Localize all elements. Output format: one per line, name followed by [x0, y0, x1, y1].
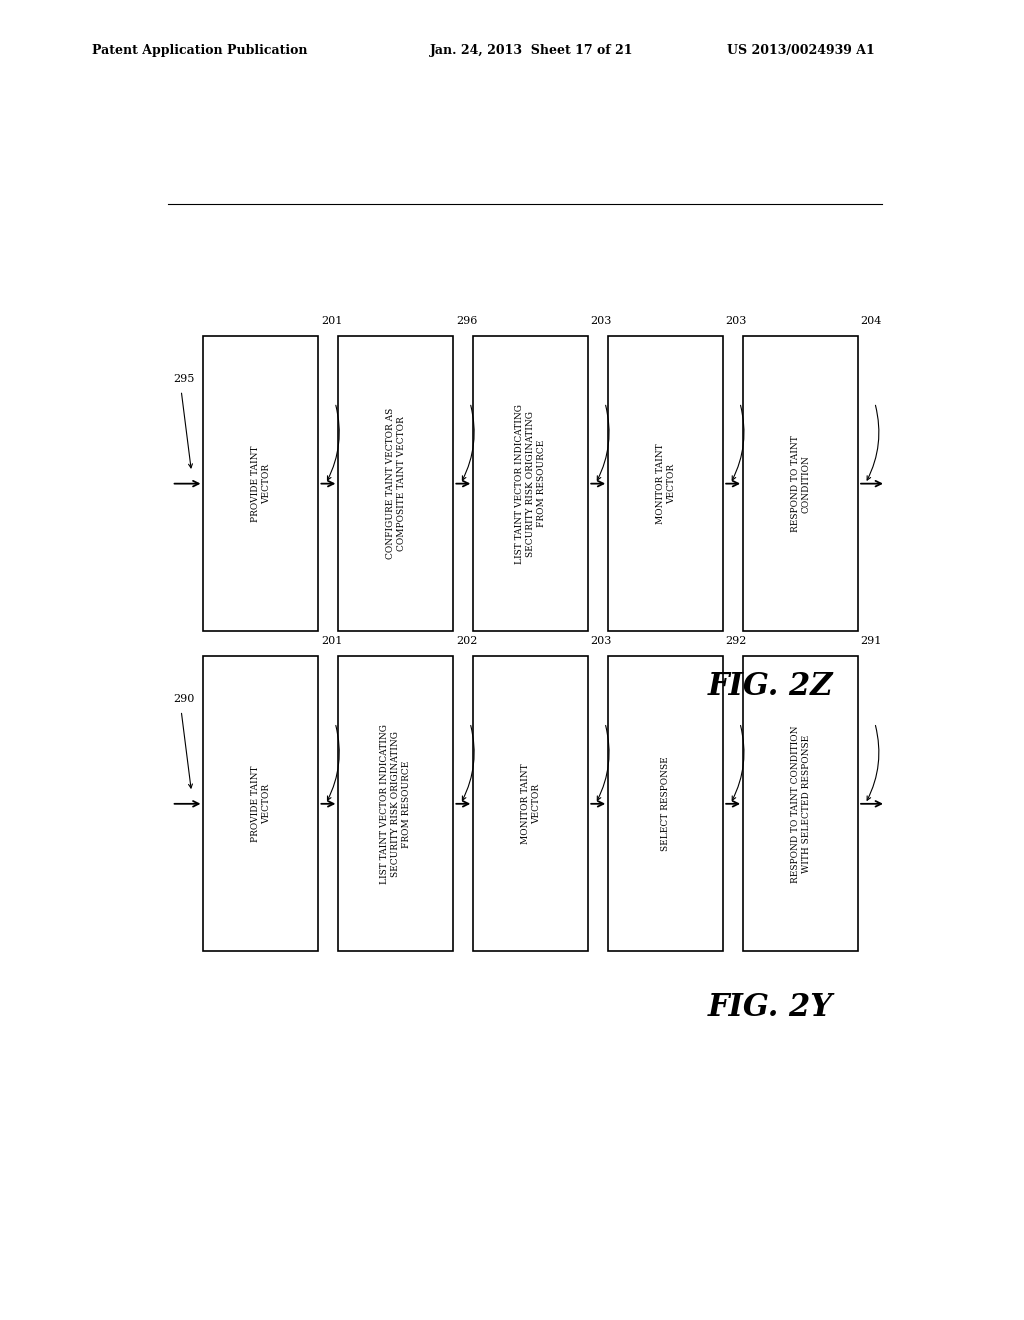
Text: 202: 202: [456, 636, 477, 647]
Text: 291: 291: [860, 636, 882, 647]
Text: 295: 295: [173, 375, 195, 384]
Text: 292: 292: [726, 636, 746, 647]
Bar: [608, 656, 723, 952]
Bar: [743, 656, 858, 952]
Bar: [473, 337, 588, 631]
Text: 204: 204: [860, 315, 882, 326]
Text: FIG. 2Z: FIG. 2Z: [708, 672, 833, 702]
Text: US 2013/0024939 A1: US 2013/0024939 A1: [727, 44, 874, 57]
Text: FIG. 2Y: FIG. 2Y: [708, 991, 833, 1023]
Text: RESPOND TO TAINT
CONDITION: RESPOND TO TAINT CONDITION: [791, 436, 811, 532]
Text: SELECT RESPONSE: SELECT RESPONSE: [662, 756, 670, 851]
Text: MONITOR TAINT
VECTOR: MONITOR TAINT VECTOR: [520, 763, 541, 843]
Text: Patent Application Publication: Patent Application Publication: [92, 44, 307, 57]
Bar: [204, 656, 318, 952]
Text: CONFIGURE TAINT VECTOR AS
COMPOSITE TAINT VECTOR: CONFIGURE TAINT VECTOR AS COMPOSITE TAIN…: [386, 408, 406, 560]
Text: 290: 290: [173, 694, 195, 705]
Text: 203: 203: [726, 315, 746, 326]
Text: LIST TAINT VECTOR INDICATING
SECURITY RISK ORIGINATING
FROM RESOURCE: LIST TAINT VECTOR INDICATING SECURITY RI…: [380, 723, 412, 884]
Bar: [608, 337, 723, 631]
Text: PROVIDE TAINT
VECTOR: PROVIDE TAINT VECTOR: [251, 445, 271, 521]
Bar: [338, 656, 454, 952]
Text: 203: 203: [591, 636, 612, 647]
Text: PROVIDE TAINT
VECTOR: PROVIDE TAINT VECTOR: [251, 766, 271, 842]
Bar: [473, 656, 588, 952]
Text: MONITOR TAINT
VECTOR: MONITOR TAINT VECTOR: [655, 444, 676, 524]
Text: 201: 201: [321, 636, 342, 647]
Bar: [743, 337, 858, 631]
Bar: [338, 337, 454, 631]
Text: 201: 201: [321, 315, 342, 326]
Text: LIST TAINT VECTOR INDICATING
SECURITY RISK ORIGINATING
FROM RESOURCE: LIST TAINT VECTOR INDICATING SECURITY RI…: [515, 404, 547, 564]
Text: 296: 296: [456, 315, 477, 326]
Text: RESPOND TO TAINT CONDITION
WITH SELECTED RESPONSE: RESPOND TO TAINT CONDITION WITH SELECTED…: [791, 725, 811, 883]
Text: Jan. 24, 2013  Sheet 17 of 21: Jan. 24, 2013 Sheet 17 of 21: [430, 44, 634, 57]
Bar: [204, 337, 318, 631]
Text: 203: 203: [591, 315, 612, 326]
